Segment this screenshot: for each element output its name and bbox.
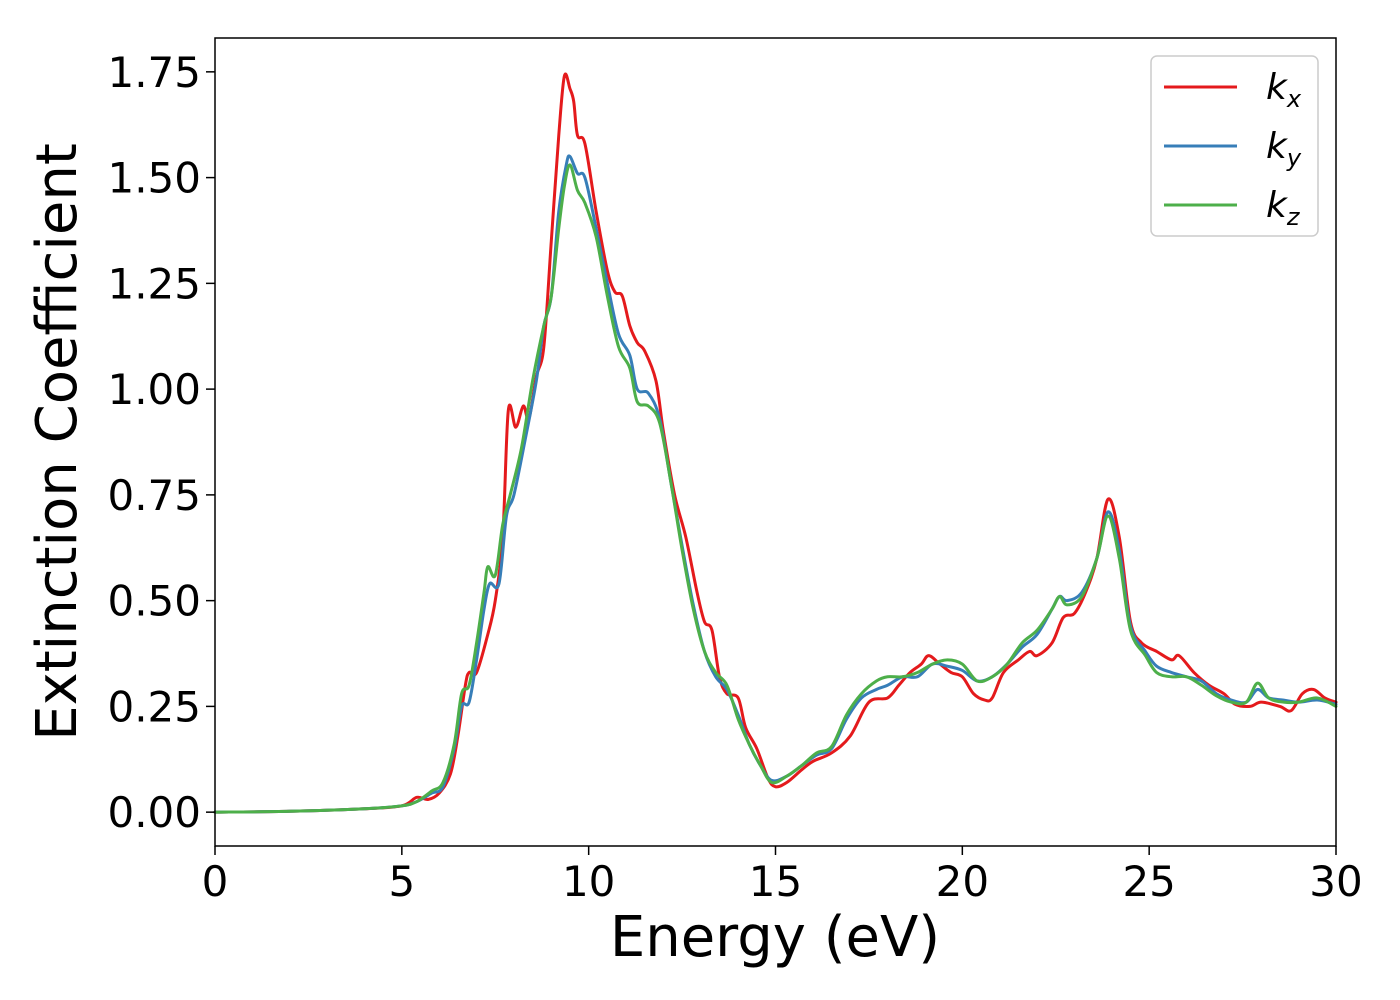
x-tick-label: 5 — [388, 857, 415, 906]
y-tick-label: 1.50 — [107, 154, 201, 203]
y-tick-label: 0.75 — [107, 471, 201, 520]
y-tick-label: 1.00 — [107, 365, 201, 414]
legend-label-x: kx — [1266, 67, 1302, 113]
x-tick-label: 25 — [1122, 857, 1175, 906]
legend-label-z: kz — [1266, 185, 1301, 231]
series-group — [213, 72, 1338, 814]
x-tick-label: 15 — [749, 857, 802, 906]
series-line-y — [213, 154, 1338, 814]
x-tick-label: 0 — [202, 857, 229, 906]
x-axis: 0 5 10 15 20 25 30 — [202, 846, 1363, 906]
x-tick-label: 20 — [936, 857, 989, 906]
x-tick-label: 30 — [1309, 857, 1362, 906]
y-tick-label: 0.25 — [107, 682, 201, 731]
y-axis-title: Extinction Coefficient — [25, 143, 90, 741]
y-axis: 0.00 0.25 0.50 0.75 1.00 1.25 1.50 1.75 — [107, 48, 215, 837]
series-line-z — [213, 163, 1338, 814]
y-tick-label: 0.00 — [107, 788, 201, 837]
x-axis-title: Energy (eV) — [610, 905, 940, 970]
x-tick-label: 10 — [562, 857, 615, 906]
legend: kx ky kz — [1150, 55, 1319, 237]
y-tick-label: 1.25 — [107, 259, 201, 308]
y-tick-label: 0.50 — [107, 577, 201, 626]
y-tick-label: 1.75 — [107, 48, 201, 97]
legend-label-y: ky — [1266, 126, 1302, 172]
